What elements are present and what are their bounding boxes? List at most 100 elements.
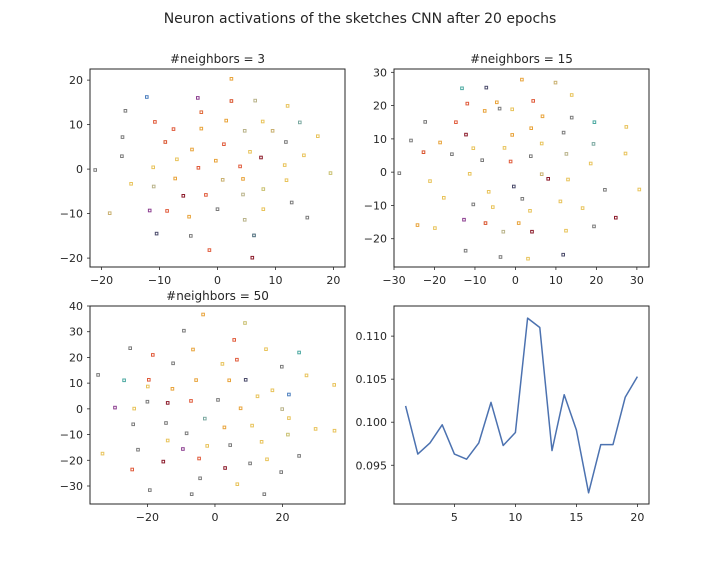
scatter-point bbox=[484, 85, 489, 90]
scatter-point bbox=[171, 127, 176, 131]
x-tick-label: 20 bbox=[630, 511, 644, 524]
scatter-point bbox=[463, 248, 468, 253]
scatter-point bbox=[516, 221, 521, 225]
scatter-point bbox=[495, 100, 499, 105]
scatter-point bbox=[196, 166, 201, 170]
scatter-point bbox=[153, 120, 157, 124]
subplot-title: #neighbors = 3 bbox=[170, 52, 265, 66]
scatter-point bbox=[280, 407, 284, 411]
scatter-point bbox=[252, 233, 256, 238]
scatter-point bbox=[287, 392, 291, 397]
scatter-point bbox=[129, 182, 133, 186]
scatter-point bbox=[248, 150, 252, 154]
scatter-point bbox=[530, 229, 534, 234]
scatter-point bbox=[250, 255, 255, 260]
scatter-point bbox=[170, 387, 175, 391]
scatter-point bbox=[270, 129, 275, 133]
scatter-point bbox=[465, 101, 470, 106]
scatter-point bbox=[592, 224, 596, 229]
scatter-point bbox=[228, 443, 232, 447]
scatter-point bbox=[223, 466, 227, 470]
scatter-point bbox=[181, 194, 186, 198]
scatter-point bbox=[561, 252, 566, 257]
scatter-point bbox=[189, 234, 193, 238]
x-tick-label: 10 bbox=[508, 511, 522, 524]
scatter-point bbox=[224, 118, 228, 123]
scatter-point bbox=[262, 492, 267, 496]
scatter-point bbox=[526, 256, 530, 261]
scatter-point bbox=[131, 422, 135, 427]
scatter-point bbox=[165, 209, 169, 213]
scatter-point bbox=[580, 206, 585, 210]
scatter-point bbox=[508, 159, 513, 164]
scatter-point bbox=[415, 223, 420, 227]
scatter-point bbox=[201, 312, 205, 317]
scatter-point bbox=[214, 158, 218, 163]
scatter-point bbox=[564, 152, 569, 156]
scatter-point bbox=[161, 459, 166, 464]
scatter-point bbox=[520, 77, 524, 82]
scatter-point bbox=[199, 110, 204, 115]
scatter-point bbox=[423, 120, 427, 124]
y-tick-label: 0.100 bbox=[356, 416, 388, 429]
scatter-point bbox=[259, 440, 264, 444]
scatter-point bbox=[199, 126, 204, 131]
scatter-point bbox=[123, 109, 128, 113]
y-tick-label: 20 bbox=[373, 100, 387, 113]
y-tick-label: −30 bbox=[60, 480, 83, 493]
scatter-point bbox=[302, 153, 306, 158]
subplot-2: #neighbors = 15 −30 −20 −10 0 10 20 30 −20 −10 0 10… bbox=[364, 52, 650, 287]
scatter-point bbox=[264, 347, 268, 351]
scatter-point bbox=[483, 221, 488, 225]
scatter-point bbox=[93, 168, 98, 172]
scatter-point bbox=[332, 383, 336, 387]
scatter-point bbox=[96, 373, 100, 377]
scatter-point bbox=[197, 456, 201, 461]
axes-frame bbox=[393, 305, 650, 505]
y-tick-label: 0.095 bbox=[356, 459, 388, 472]
y-tick-label: −10 bbox=[60, 208, 83, 221]
scatter-point bbox=[510, 133, 514, 137]
scatter-point bbox=[259, 155, 263, 160]
scatter-point bbox=[241, 192, 245, 197]
scatter-point bbox=[482, 109, 487, 113]
series-line-1 bbox=[404, 317, 639, 494]
scatter-point bbox=[148, 488, 152, 492]
scatter-point bbox=[297, 454, 301, 458]
scatter-point bbox=[187, 214, 191, 219]
scatter-point bbox=[442, 196, 446, 200]
scatter-point bbox=[313, 427, 318, 431]
scatter-point bbox=[191, 347, 195, 352]
scatter-point bbox=[282, 163, 287, 167]
scatter-point bbox=[510, 107, 514, 112]
y-tick-label: 40 bbox=[69, 300, 83, 313]
scatter-point bbox=[285, 104, 290, 108]
subplot-title: #neighbors = 50 bbox=[166, 289, 269, 303]
scatter-point bbox=[242, 218, 247, 222]
scatter-point bbox=[529, 126, 534, 131]
scatter-point bbox=[409, 138, 413, 143]
y-tick-label: 10 bbox=[373, 133, 387, 146]
scatter-point bbox=[498, 255, 503, 259]
scatter-point bbox=[205, 444, 209, 448]
scatter-point bbox=[637, 187, 642, 192]
scatter-point bbox=[120, 154, 124, 158]
scatter-point bbox=[438, 140, 442, 145]
scatter-point bbox=[207, 248, 212, 252]
scatter-point bbox=[163, 140, 168, 144]
y-tick-label: −10 bbox=[364, 199, 387, 212]
y-tick-label: −10 bbox=[60, 429, 83, 442]
scatter-point bbox=[265, 457, 269, 462]
scatter-point bbox=[284, 178, 289, 182]
scatter-point bbox=[229, 99, 234, 103]
scatter-point bbox=[204, 193, 208, 197]
scatter-point bbox=[289, 200, 294, 205]
scatter-point bbox=[151, 165, 155, 170]
x-tick-label: −10 bbox=[463, 274, 486, 287]
scatter-point bbox=[136, 447, 140, 452]
scatter-point bbox=[255, 394, 260, 399]
scatter-point bbox=[171, 361, 175, 366]
x-tick-label: 20 bbox=[589, 274, 603, 287]
